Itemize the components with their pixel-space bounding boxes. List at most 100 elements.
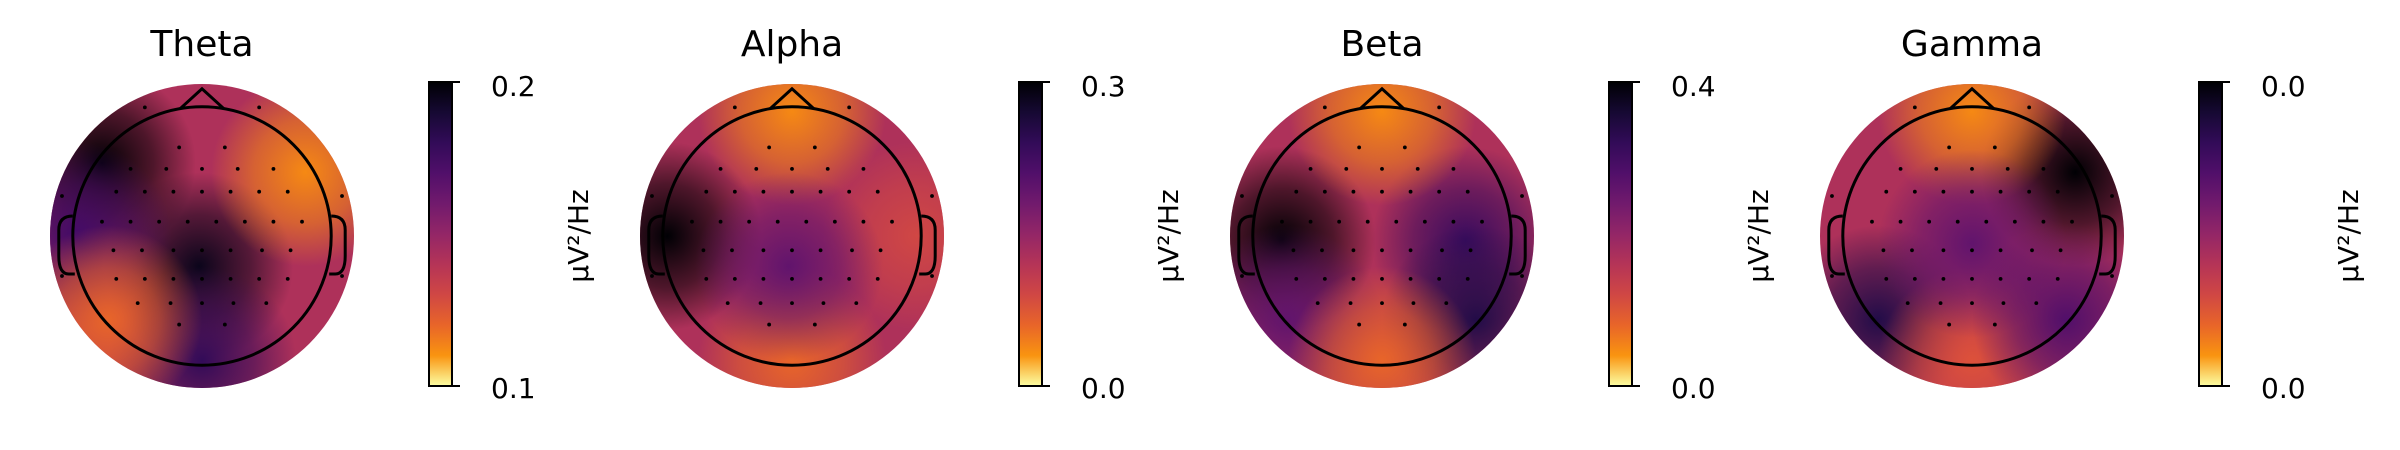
electrode-marker [1830, 274, 1834, 278]
electrode-marker [825, 166, 830, 171]
electrode-marker [1444, 301, 1449, 306]
colorbar-tick-min: 0.0 [1081, 372, 1126, 405]
electrode-marker [701, 248, 706, 253]
head-outline [1251, 105, 1513, 367]
electrode-marker [257, 189, 262, 194]
electrode-marker [1970, 189, 1974, 194]
electrode-marker [128, 166, 133, 171]
electrode-marker [1351, 248, 1356, 253]
electrode-marker [650, 194, 654, 198]
electrode-marker [890, 219, 894, 224]
colorbar-tick-min: 0.0 [2261, 372, 2306, 405]
hotspot [694, 172, 884, 361]
electrode-marker [168, 301, 173, 306]
electrode-marker [2070, 219, 2074, 224]
electrode-marker [340, 274, 344, 278]
electrode-marker [171, 248, 176, 253]
electrode-marker [285, 276, 290, 281]
electrode-marker [1970, 166, 1974, 171]
electrode-marker [2041, 166, 2046, 171]
electrode-marker [60, 274, 64, 278]
electrode-marker [1320, 248, 1324, 253]
electrode-marker [185, 219, 190, 224]
left-ear-outline [1237, 214, 1255, 276]
electrode-marker [1984, 219, 1989, 224]
electrode-marker [754, 166, 759, 171]
electrode-marker [1308, 166, 1313, 171]
electrode-marker [1402, 145, 1407, 150]
electrode-marker [222, 145, 227, 150]
electrode-marker [177, 322, 182, 327]
nose-outline [1358, 86, 1406, 110]
electrode-marker [257, 276, 262, 281]
hotspot [211, 84, 354, 267]
electrode-marker [790, 166, 794, 171]
electrode-marker [861, 219, 866, 224]
electrode-marker [650, 274, 654, 278]
electrode-marker [114, 189, 119, 194]
head-outline [1841, 105, 2103, 367]
electrode-marker [1415, 166, 1420, 171]
electrode-marker [264, 301, 269, 306]
colorbar [1018, 81, 1050, 387]
electrode-marker [171, 276, 176, 281]
electrode-marker [821, 301, 826, 306]
electrode-marker [930, 274, 934, 278]
colorbar-tick-min: 0.0 [1671, 372, 1716, 405]
electrode-marker [1291, 248, 1296, 253]
electrode-marker [832, 219, 837, 224]
electrode-marker [2058, 248, 2063, 253]
electrode-marker [1905, 301, 1910, 306]
electrode-marker [1910, 248, 1914, 253]
electrode-marker [1941, 276, 1946, 281]
electrode-marker [1970, 276, 1974, 281]
electrode-marker [2110, 274, 2114, 278]
hotspot [1972, 225, 2124, 388]
electrode-marker [235, 166, 240, 171]
electrode-marker [1437, 105, 1442, 110]
electrode-marker [228, 189, 233, 194]
electrode-marker [725, 301, 730, 306]
electrode-marker [222, 322, 227, 327]
electrode-marker [100, 219, 104, 224]
nose-outline [178, 86, 226, 110]
electrode-marker [2012, 219, 2017, 224]
colorbar [2198, 81, 2230, 387]
colorbar-tick-min: 0.1 [491, 372, 536, 405]
electrode-marker [732, 276, 737, 281]
electrode-marker [1955, 219, 1960, 224]
electrode-marker [111, 248, 116, 253]
electrode-marker [818, 189, 823, 194]
electrode-marker [1451, 166, 1456, 171]
electrode-marker [1357, 145, 1362, 150]
electrode-marker [1520, 194, 1524, 198]
electrode-marker [1240, 274, 1244, 278]
colorbar-label: µV²/Hz [1742, 189, 1775, 282]
electrode-marker [1480, 219, 1484, 224]
colorbar-label: µV²/Hz [562, 189, 595, 282]
electrode-marker [1830, 194, 1834, 198]
electrode-marker [2030, 248, 2034, 253]
electrode-marker [1992, 322, 1997, 327]
electrode-marker [818, 248, 823, 253]
field-blobs [1230, 84, 1534, 388]
topomap-panel-gamma: Gamma 0.0 0.0 µV²/Hz [1820, 24, 2365, 405]
electrode-marker [1322, 189, 1327, 194]
electrode-marker [1520, 274, 1524, 278]
electrode-marker [2027, 105, 2032, 110]
hotspot [50, 225, 202, 388]
electrode-marker [1394, 219, 1399, 224]
electrode-marker [818, 276, 823, 281]
electrode-marker [1380, 276, 1384, 281]
electrode-marker [1437, 189, 1442, 194]
electrode-marker [1322, 276, 1327, 281]
electrode-marker [1998, 248, 2003, 253]
electrode-marker [1380, 248, 1384, 253]
electrode-marker [242, 219, 247, 224]
colorbar-gradient-bar [2198, 81, 2223, 387]
electrode-marker [171, 189, 176, 194]
electrode-marker [1884, 189, 1889, 194]
topomap-title: Beta [1340, 24, 1423, 65]
electrode-marker [1992, 145, 1997, 150]
